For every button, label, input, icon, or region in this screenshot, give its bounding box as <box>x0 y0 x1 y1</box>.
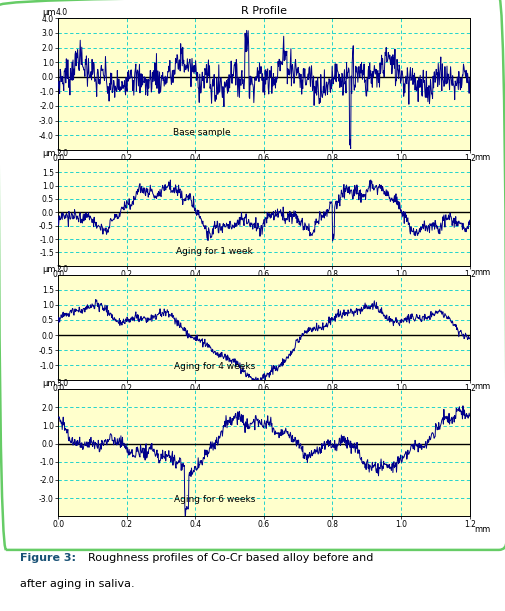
Text: mm: mm <box>474 382 490 391</box>
Text: 2.0: 2.0 <box>56 149 68 158</box>
Text: Aging for 1 week: Aging for 1 week <box>176 247 253 257</box>
Text: Base sample: Base sample <box>173 128 231 137</box>
Text: μm: μm <box>42 149 56 158</box>
Text: 3.0: 3.0 <box>56 379 68 388</box>
Text: Aging for 4 weeks: Aging for 4 weeks <box>174 362 255 371</box>
Text: 4.0: 4.0 <box>56 8 68 17</box>
Text: μm: μm <box>42 8 56 17</box>
Text: 2.0: 2.0 <box>56 265 68 274</box>
Title: R Profile: R Profile <box>241 6 287 16</box>
Text: Figure 3:: Figure 3: <box>20 553 76 563</box>
Text: after aging in saliva.: after aging in saliva. <box>20 579 135 588</box>
Text: μm: μm <box>42 265 56 274</box>
Text: Aging for 6 weeks: Aging for 6 weeks <box>174 496 255 504</box>
Text: Roughness profiles of Co-Cr based alloy before and: Roughness profiles of Co-Cr based alloy … <box>88 553 374 563</box>
Text: mm: mm <box>474 153 490 162</box>
Text: mm: mm <box>474 268 490 277</box>
Text: μm: μm <box>42 379 56 388</box>
Text: mm: mm <box>474 524 490 533</box>
